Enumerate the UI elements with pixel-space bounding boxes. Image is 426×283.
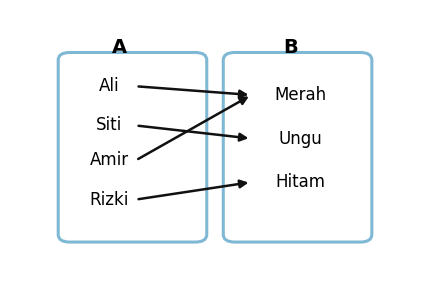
Text: B: B (284, 38, 298, 57)
FancyBboxPatch shape (223, 52, 372, 242)
FancyBboxPatch shape (58, 52, 207, 242)
Text: Siti: Siti (96, 117, 123, 134)
Text: A: A (112, 38, 127, 57)
Text: Amir: Amir (90, 151, 129, 169)
Text: Rizki: Rizki (90, 190, 129, 209)
Text: Hitam: Hitam (276, 173, 326, 191)
Text: Ungu: Ungu (279, 130, 323, 147)
Text: Merah: Merah (275, 86, 327, 104)
Text: Ali: Ali (99, 77, 120, 95)
